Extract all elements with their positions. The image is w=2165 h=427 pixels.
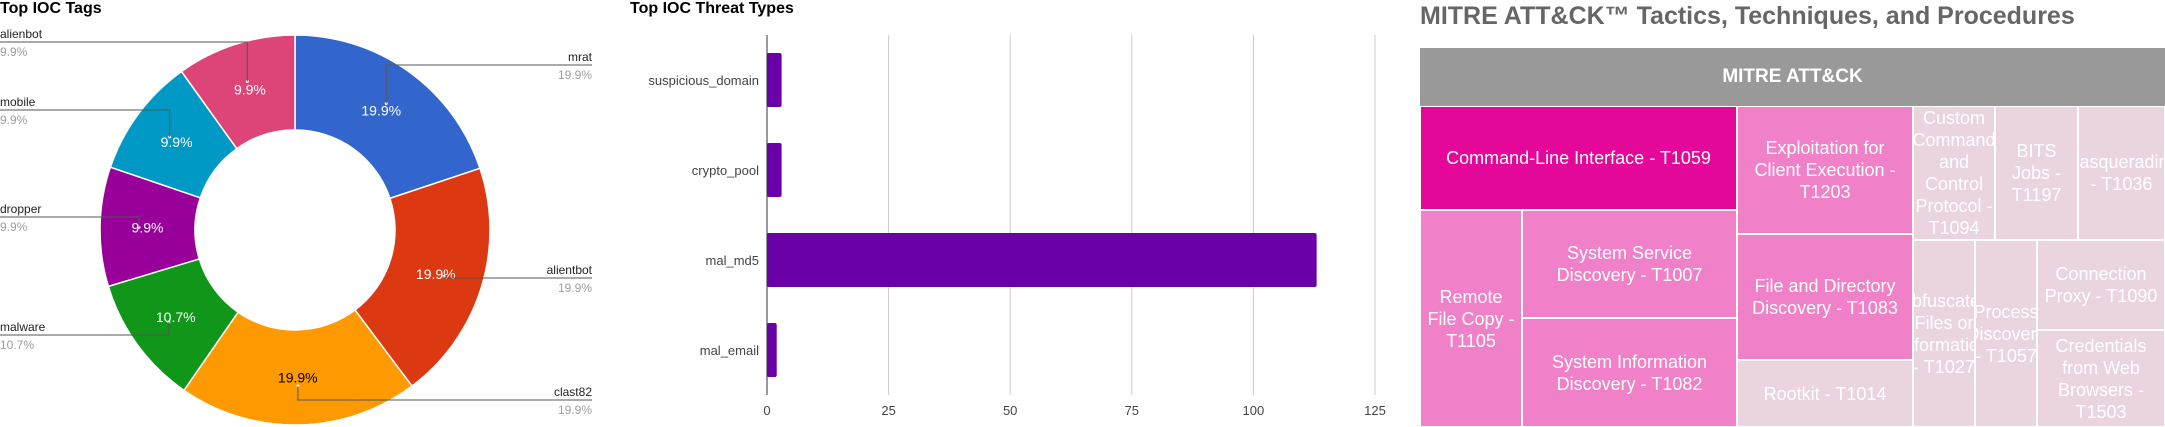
legend-label-mrat: mrat — [568, 50, 593, 64]
mitre-treemap: MITRE ATT&CK™ Tactics, Techniques, and P… — [1420, 0, 2165, 427]
legend-pct-label: 19.9% — [558, 403, 592, 417]
slice-value-label: 19.9% — [416, 266, 456, 282]
treemap-cell[interactable]: System Service Discovery - T1007 — [1522, 210, 1737, 318]
x-tick-label: 100 — [1243, 403, 1265, 418]
bar-mal_md5[interactable] — [767, 233, 1317, 287]
legend-label-mobile: mobile — [0, 95, 36, 109]
treemap-cell[interactable]: Rootkit - T1014 — [1737, 360, 1913, 427]
treemap-cell[interactable]: Connection Proxy - T1090 — [2037, 240, 2165, 330]
treemap-cell[interactable]: File and Directory Discovery - T1083 — [1737, 234, 1913, 360]
treemap-cell[interactable]: Masquerading - T1036 — [2078, 106, 2165, 240]
treemap-cell[interactable]: BITS Jobs - T1197 — [1995, 106, 2078, 240]
legend-pct-label: 9.9% — [0, 220, 28, 234]
leader-line — [0, 321, 170, 336]
y-category-label: suspicious_domain — [648, 73, 759, 88]
bar-chart: 0 25 50 75 100 125 suspicious_domain crypto_poo… — [648, 35, 1386, 418]
leader-line — [443, 276, 592, 279]
slice-value-label: 10.7% — [156, 309, 196, 325]
leader-line — [297, 385, 592, 401]
x-tick-label: 75 — [1125, 403, 1139, 418]
treemap-cell[interactable]: System Information Discovery - T1082 — [1522, 318, 1737, 427]
chart-title: MITRE ATT&CK™ Tactics, Techniques, and P… — [1420, 2, 2075, 30]
treemap-cell[interactable]: Credentials from Web Browsers - T1503 — [2037, 330, 2165, 427]
donut-chart: 19.9% mrat 19.9% 19.9% alientbot 19.9% 19.9% cl… — [0, 27, 593, 426]
y-category-label: mal_md5 — [706, 253, 759, 268]
treemap-cell[interactable]: Command-Line Interface - T1059 — [1420, 106, 1737, 210]
y-category-label: mal_email — [700, 343, 759, 358]
legend-label-alienbot: alienbot — [0, 27, 43, 41]
slice-value-label: 19.9% — [278, 369, 318, 385]
legend-label-alientbot: alientbot — [547, 263, 593, 277]
treemap-root-header[interactable]: MITRE ATT&CK — [1420, 48, 2165, 106]
leader-line — [0, 216, 140, 228]
x-tick-label: 125 — [1364, 403, 1386, 418]
x-tick-label: 0 — [763, 403, 770, 418]
slice-mrat[interactable] — [294, 34, 481, 200]
slice-value-label: 9.9% — [234, 82, 266, 98]
treemap-cell[interactable]: Obfuscated Files or Information - T1027 — [1913, 240, 1975, 427]
legend-pct-label: 19.9% — [558, 281, 592, 295]
treemap-cell[interactable]: Remote File Copy - T1105 — [1420, 210, 1522, 427]
slice-value-label: 9.9% — [132, 219, 164, 235]
bar-suspicious_domain[interactable] — [767, 53, 782, 107]
legend-label-clast82: clast82 — [554, 385, 592, 399]
slice-value-label: 9.9% — [161, 134, 193, 150]
leader-line — [385, 64, 592, 104]
legend-label-malware: malware — [0, 320, 46, 334]
leader-line — [0, 109, 171, 138]
chart-title: Top IOC Tags — [0, 0, 102, 17]
leader-line — [0, 41, 248, 82]
chart-title: Top IOC Threat Types — [630, 0, 794, 17]
x-tick-label: 50 — [1003, 403, 1017, 418]
bar-mal_email[interactable] — [767, 323, 777, 377]
threat-types-chart: Top IOC Threat Types 0 25 50 75 100 125 suspic… — [630, 0, 1390, 427]
legend-pct-label: 9.9% — [0, 113, 28, 127]
slice-value-label: 19.9% — [361, 102, 401, 118]
y-category-label: crypto_pool — [692, 163, 759, 178]
slice-clast82[interactable] — [182, 308, 414, 426]
bar-crypto_pool[interactable] — [767, 143, 782, 197]
treemap-cell[interactable]: Process Discovery - T1057 — [1975, 240, 2037, 427]
legend-label-dropper: dropper — [0, 202, 41, 216]
legend-pct-label: 19.9% — [558, 68, 592, 82]
slice-alienbot[interactable] — [180, 34, 296, 150]
slice-alientbot[interactable] — [353, 167, 491, 388]
legend-pct-label: 10.7% — [0, 338, 34, 352]
ioc-tags-chart: Top IOC Tags 19.9% mrat 19.9% 19.9% alientbo… — [0, 0, 600, 427]
legend-pct-label: 9.9% — [0, 45, 28, 59]
x-tick-label: 25 — [881, 403, 895, 418]
treemap-cell[interactable]: Custom Command and Control Protocol - T1… — [1913, 106, 1995, 240]
treemap-cell[interactable]: Exploitation for Client Execution - T120… — [1737, 106, 1913, 234]
